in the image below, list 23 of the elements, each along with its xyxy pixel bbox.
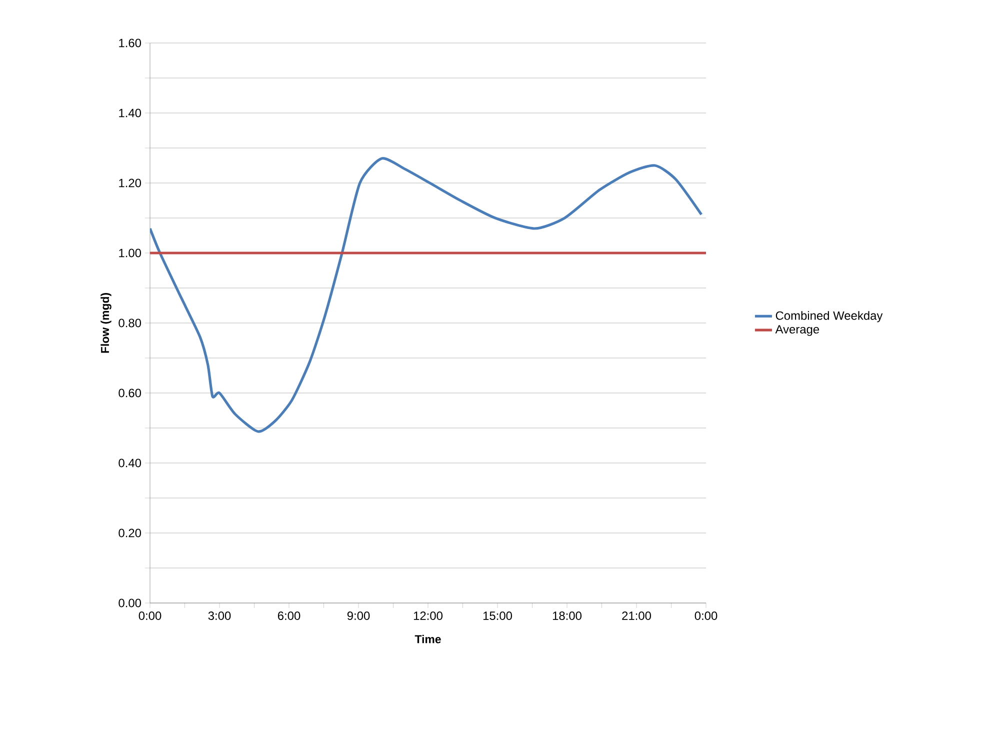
x-tick-label: 6:00 (278, 612, 300, 620)
y-tick-label: 1.40 (119, 108, 142, 118)
y-tick-label: 0.60 (118, 388, 142, 398)
legend-label: Average (775, 325, 820, 336)
legend-label: Combined Weekday (776, 311, 883, 322)
y-tick-label: 1.00 (119, 248, 142, 258)
x-tick-label: 21:00 (622, 612, 651, 620)
x-tick-label: 0:00 (694, 612, 718, 620)
x-tick-label: 12:00 (414, 612, 442, 620)
x-tick-label: 18:00 (552, 612, 582, 620)
y-tick-label: 0.20 (118, 528, 142, 538)
y-tick-label: 1.60 (119, 38, 142, 48)
y-axis-title: Flow (mgd) (100, 293, 112, 353)
x-tick-label: 3:00 (208, 612, 231, 620)
x-tick-label: 9:00 (347, 612, 370, 620)
line-series (150, 157, 703, 433)
y-tick-label: 0.00 (118, 598, 142, 608)
y-tick-label: 0.40 (118, 458, 142, 468)
x-tick-label: 15:00 (483, 612, 512, 620)
x-tick-label: 0:00 (138, 612, 162, 620)
y-tick-label: 0.80 (118, 318, 142, 328)
y-tick-label: 1.20 (119, 178, 142, 188)
x-axis-title: Time (414, 634, 441, 644)
